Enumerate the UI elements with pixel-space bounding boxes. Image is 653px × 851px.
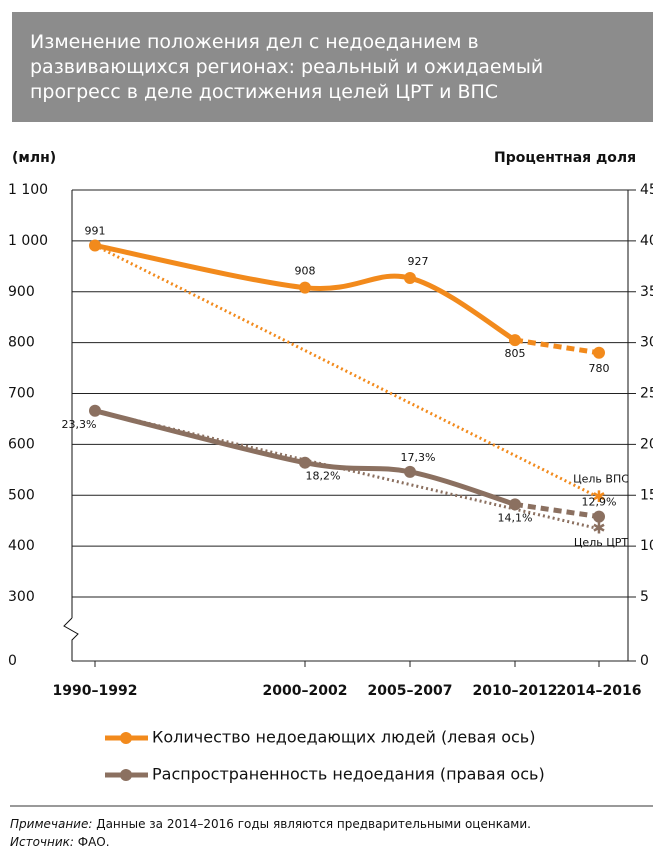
- y2-tick-label: 5: [640, 589, 649, 605]
- y2-axis-label: Процентная доля: [494, 150, 636, 166]
- data-label: 12,9%: [582, 496, 617, 509]
- x-tick-label: 2014–2016: [557, 683, 642, 699]
- y2-tick-label: 20: [640, 436, 653, 452]
- title-banner: Изменение положения дел с недоеданием в …: [12, 12, 653, 122]
- marker: [593, 510, 605, 523]
- target-line: [94, 244, 600, 499]
- target-star: ✱: [592, 487, 605, 506]
- y2-tick-label: 15: [640, 487, 653, 503]
- data-label: 17,3%: [401, 451, 436, 464]
- y-tick-label: 700: [8, 386, 35, 402]
- title-line: Изменение положения дел с недоеданием в: [30, 31, 479, 53]
- y-axis-label: (млн): [12, 150, 56, 166]
- y2-tick-label: 30: [640, 335, 653, 351]
- data-label: 927: [408, 255, 429, 268]
- target-label: Цель ЦРТ: [574, 536, 628, 549]
- target-star: ✱: [592, 518, 605, 537]
- x-tick-label: 1990–1992: [53, 683, 138, 699]
- source-label: Источник:: [10, 835, 74, 849]
- marker: [404, 272, 416, 285]
- y-tick-label: 1 000: [8, 233, 48, 249]
- y-tick-label: 0: [8, 653, 17, 669]
- y2-tick-label: 10: [640, 538, 653, 554]
- legend-marker: [120, 769, 132, 781]
- data-label: 805: [505, 347, 526, 360]
- note-label: Примечание:: [10, 817, 93, 831]
- y2-tick-label: 35: [640, 284, 653, 300]
- data-label: 14,1%: [498, 511, 533, 524]
- notes: Примечание: Данные за 2014–2016 годы явл…: [10, 815, 531, 851]
- note-text: Данные за 2014–2016 годы являются предва…: [92, 817, 531, 831]
- series-line: [92, 408, 518, 507]
- y2-tick-label: 25: [640, 386, 653, 402]
- y-tick-label: 1 100: [8, 182, 48, 198]
- y-tick-label: 500: [8, 487, 35, 503]
- marker: [299, 281, 311, 294]
- x-tick-label: 2010–2012: [473, 683, 558, 699]
- data-label: 23,3%: [62, 418, 97, 431]
- y-tick-label: 900: [8, 284, 35, 300]
- legend-label: Распространенность недоедания (правая ос…: [152, 765, 545, 784]
- data-label: 18,2%: [306, 470, 341, 483]
- y-tick-label: 800: [8, 335, 35, 351]
- legend-label: Количество недоедающих людей (левая ось): [152, 728, 535, 747]
- marker: [509, 498, 521, 511]
- target-label: Цель ВПС: [573, 473, 629, 486]
- title-line: прогресс в деле достижения целей ЦРТ и В…: [30, 81, 499, 103]
- data-label: 780: [589, 362, 610, 375]
- y-tick-label: 300: [8, 589, 35, 605]
- x-tick-label: 2000–2002: [263, 683, 348, 699]
- data-label: 908: [295, 265, 316, 278]
- source: Источник: ФАО.: [10, 833, 531, 851]
- separator: [10, 805, 653, 807]
- y2-tick-label: 45: [640, 182, 653, 198]
- series-line-estimate: [514, 337, 600, 356]
- y-tick-label: 400: [8, 538, 35, 554]
- series-line: [92, 242, 518, 343]
- title-line: развивающихся регионах: реальный и ожида…: [30, 56, 544, 78]
- source-text: ФАО.: [73, 835, 110, 849]
- y2-tick-label: 40: [640, 233, 653, 249]
- marker: [89, 404, 101, 417]
- x-tick-label: 2005–2007: [368, 683, 453, 699]
- note: Примечание: Данные за 2014–2016 годы явл…: [10, 815, 531, 833]
- marker: [593, 346, 605, 359]
- marker: [404, 465, 416, 478]
- y2-tick-label: 0: [640, 653, 649, 669]
- legend-marker: [120, 732, 132, 744]
- chart: (млн) Процентная доля 030040050060070080…: [8, 150, 653, 784]
- axis-break: [63, 617, 79, 661]
- marker: [89, 239, 101, 252]
- data-label: 991: [85, 224, 106, 237]
- y-tick-label: 600: [8, 436, 35, 452]
- marker: [509, 334, 521, 347]
- marker: [299, 456, 311, 469]
